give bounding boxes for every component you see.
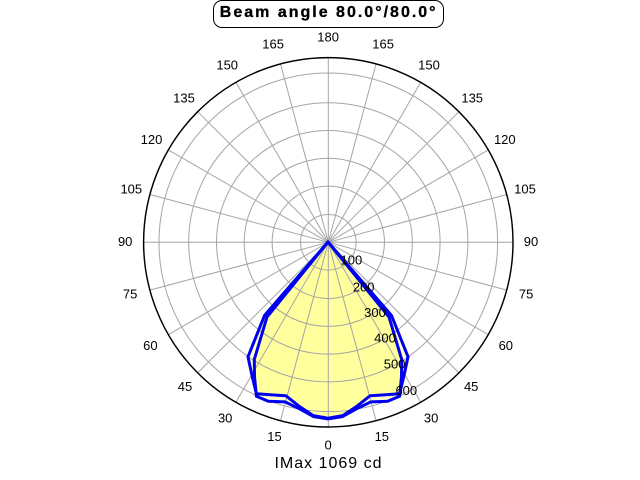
svg-text:400: 400 [374,330,396,345]
svg-text:120: 120 [141,132,163,147]
svg-text:180: 180 [317,30,339,45]
svg-text:75: 75 [123,287,137,302]
svg-text:150: 150 [418,58,440,73]
svg-text:45: 45 [464,379,478,394]
svg-text:45: 45 [178,379,192,394]
svg-text:200: 200 [353,280,375,295]
svg-text:105: 105 [514,181,536,196]
svg-text:165: 165 [262,36,284,51]
svg-text:30: 30 [424,411,438,426]
svg-text:15: 15 [267,429,281,444]
svg-text:120: 120 [494,132,516,147]
svg-text:0: 0 [324,437,331,452]
svg-text:15: 15 [375,429,389,444]
svg-text:135: 135 [173,91,195,106]
svg-text:90: 90 [524,234,538,249]
svg-text:135: 135 [461,91,483,106]
svg-text:105: 105 [120,181,142,196]
svg-text:75: 75 [519,287,533,302]
svg-text:165: 165 [372,36,394,51]
svg-text:150: 150 [216,58,238,73]
svg-text:600: 600 [395,383,417,398]
svg-text:90: 90 [118,234,132,249]
svg-text:300: 300 [364,305,386,320]
svg-text:100: 100 [341,252,363,267]
svg-text:60: 60 [143,338,157,353]
svg-text:500: 500 [384,356,406,371]
svg-text:60: 60 [499,338,513,353]
svg-text:30: 30 [218,411,232,426]
